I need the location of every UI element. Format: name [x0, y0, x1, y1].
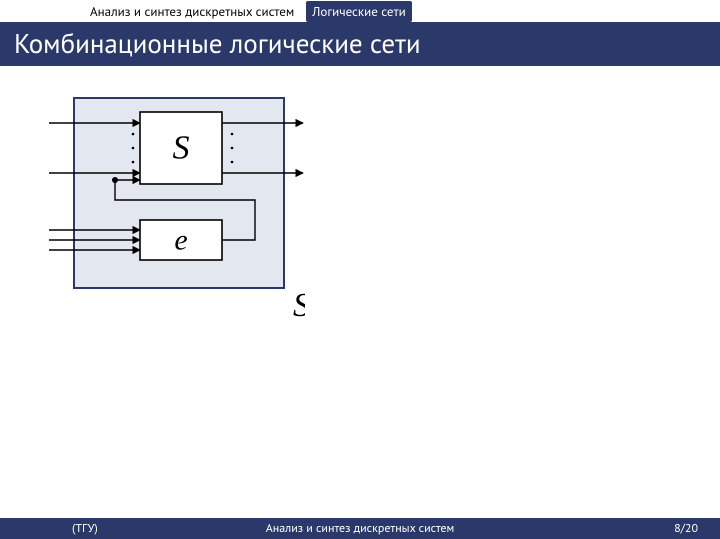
footer-right: 8/20 — [674, 521, 698, 536]
footer-left: (ТГУ) — [0, 521, 98, 536]
svg-text:e: e — [174, 224, 187, 257]
page-title: Комбинационные логические сети — [14, 27, 421, 61]
content-area: Se S′ — [0, 66, 720, 516]
breadcrumb: Анализ и синтез дискретных систем Логиче… — [0, 0, 720, 22]
footer: (ТГУ) Анализ и синтез дискретных систем … — [0, 518, 720, 539]
crumb-1: Анализ и синтез дискретных систем — [90, 3, 294, 20]
footer-center: Анализ и синтез дискретных систем — [266, 521, 455, 536]
svg-text:S: S — [173, 130, 190, 167]
svg-text:S′: S′ — [293, 287, 305, 320]
page-title-band: Комбинационные логические сети — [0, 22, 720, 66]
logic-net-diagram: Se S′ — [45, 90, 305, 320]
crumb-2: Логические сети — [306, 1, 412, 22]
